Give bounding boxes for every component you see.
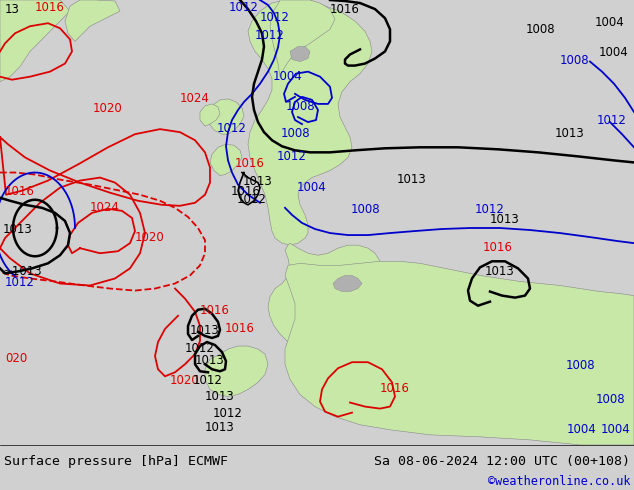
Text: 1016: 1016	[330, 3, 360, 16]
Text: 1016: 1016	[5, 185, 35, 198]
Text: 1016: 1016	[380, 383, 410, 395]
Text: 1013: 1013	[190, 324, 220, 337]
Text: 1016: 1016	[235, 157, 265, 171]
Text: 012: 012	[441, 0, 463, 3]
Text: 1008: 1008	[280, 127, 310, 140]
Text: 1008: 1008	[561, 0, 591, 3]
Text: 1008: 1008	[525, 24, 555, 36]
Text: 1012: 1012	[260, 11, 290, 24]
Text: 1004: 1004	[595, 16, 625, 29]
Text: 020: 020	[5, 352, 27, 365]
Text: 1013: 1013	[205, 421, 235, 434]
Text: 1016: 1016	[200, 304, 230, 317]
Text: 1013: 1013	[243, 174, 273, 188]
Text: 1012: 1012	[193, 374, 223, 388]
Text: 1012: 1012	[475, 203, 505, 216]
Text: 1012: 1012	[185, 342, 215, 355]
Text: 1012: 1012	[597, 114, 627, 127]
Text: 1013: 1013	[555, 127, 585, 140]
Polygon shape	[290, 47, 310, 62]
Polygon shape	[208, 99, 244, 134]
Text: 1012: 1012	[237, 193, 267, 206]
Text: 1004: 1004	[599, 47, 629, 59]
Text: 1013: 1013	[3, 223, 33, 236]
Text: 1004: 1004	[273, 70, 303, 83]
Text: 1012: 1012	[217, 122, 247, 135]
Text: 1013: 1013	[397, 172, 427, 186]
Text: 1012: 1012	[5, 275, 35, 289]
Text: 1024: 1024	[180, 92, 210, 105]
Text: 1008: 1008	[595, 392, 625, 406]
Text: 1016: 1016	[225, 322, 255, 335]
Polygon shape	[0, 0, 70, 82]
Text: 1020: 1020	[352, 0, 382, 3]
Text: 1013: 1013	[195, 354, 225, 367]
Text: 1012: 1012	[255, 29, 285, 42]
Text: Surface pressure [hPa] ECMWF: Surface pressure [hPa] ECMWF	[4, 455, 228, 468]
Text: 1013: 1013	[400, 0, 430, 3]
Text: 1020: 1020	[93, 102, 123, 115]
Text: 1016: 1016	[35, 1, 65, 14]
Text: ~1013: ~1013	[3, 266, 42, 278]
Polygon shape	[270, 0, 335, 76]
Polygon shape	[285, 261, 634, 445]
Text: 1020: 1020	[170, 374, 200, 388]
Polygon shape	[210, 144, 242, 175]
Text: 1012: 1012	[277, 150, 307, 163]
Text: 1008: 1008	[559, 53, 589, 67]
Text: 1004: 1004	[297, 181, 327, 194]
Polygon shape	[200, 104, 220, 126]
Text: 1008: 1008	[565, 359, 595, 372]
Text: 1013: 1013	[485, 266, 515, 278]
Text: ©weatheronline.co.uk: ©weatheronline.co.uk	[488, 475, 630, 489]
Polygon shape	[65, 0, 120, 41]
Text: 1013: 1013	[205, 390, 235, 402]
Text: 1008: 1008	[350, 203, 380, 216]
Polygon shape	[248, 0, 372, 245]
Text: Sa 08-06-2024 12:00 UTC (00+108): Sa 08-06-2024 12:00 UTC (00+108)	[374, 455, 630, 468]
Text: 1020: 1020	[135, 231, 165, 244]
Text: 1016: 1016	[483, 241, 513, 254]
Polygon shape	[205, 346, 268, 396]
Text: 13: 13	[5, 3, 20, 16]
Text: 1008: 1008	[285, 100, 315, 113]
Text: 1016: 1016	[231, 185, 261, 198]
Text: 1013: 1013	[490, 213, 520, 226]
Text: 1004: 1004	[567, 423, 597, 436]
Polygon shape	[268, 243, 382, 349]
Text: 1004: 1004	[601, 423, 631, 436]
Text: 1024: 1024	[90, 201, 120, 214]
Text: 1006: 1006	[481, 0, 511, 3]
Polygon shape	[333, 275, 362, 292]
Text: 1012: 1012	[213, 407, 243, 419]
Text: 1012: 1012	[229, 1, 259, 14]
